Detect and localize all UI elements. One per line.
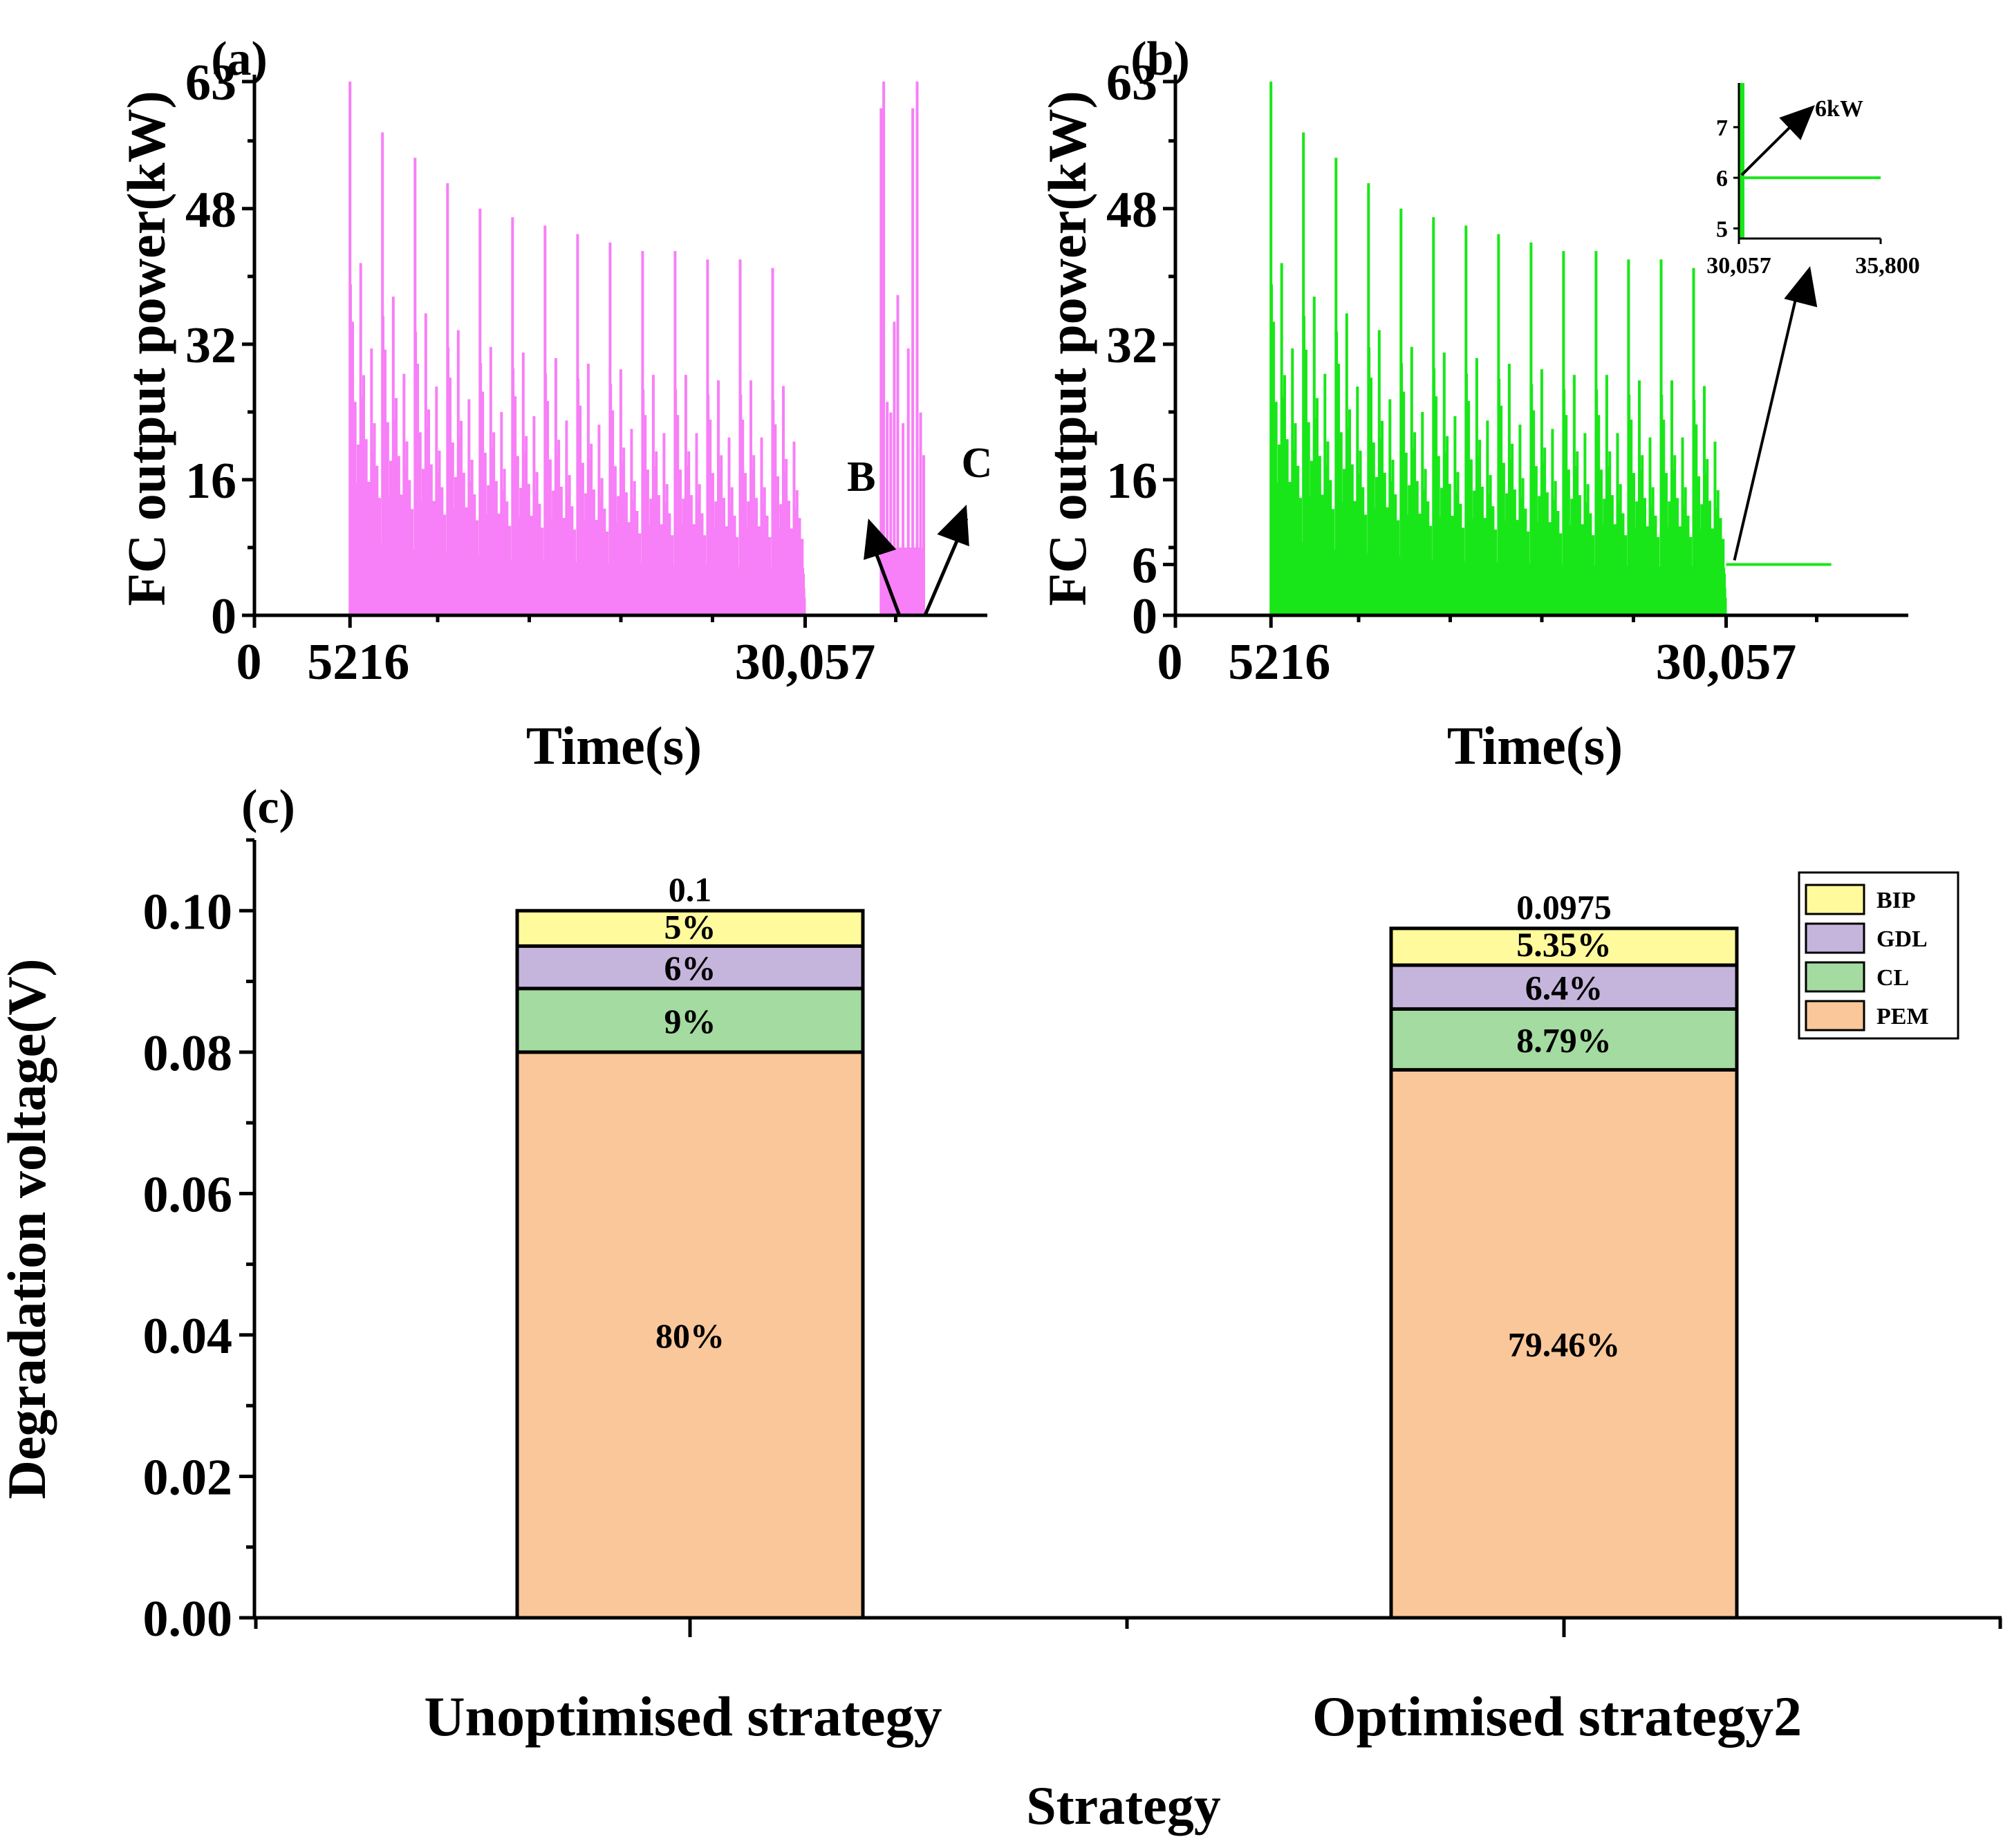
panel-b-inset-annotation: 6kW [1815,96,1863,122]
panel-b-y-tick-label: 48 [1106,182,1157,239]
panel-a-y-tick-label: 0 [211,588,236,645]
panel-c-y-tick-label: 0.02 [143,1449,233,1506]
panel-b-zoom-arrow [1733,290,1799,561]
panel-a-annotation-arrowhead-b [864,519,897,560]
panel-b-y-tick-label: 32 [1106,317,1157,374]
panel-c-x-axis-title: Strategy [1026,1775,1221,1836]
legend-swatch-cl [1805,961,1865,993]
panel-c-degradation-voltage: 80% 9% 6%5%0.1 Unoptimised strategy 79.46% 8.… [0,781,2002,1836]
panel-a-annotation-c: C [962,440,993,487]
bar-segment-label-bip: 5.35% [1516,925,1612,964]
panel-b-inset-annotation-arrowhead [1779,105,1815,140]
panel-a-annotation-b: B [847,454,875,501]
panel-b-y-tick-label: 63 [1106,55,1157,111]
legend-label-pem: PEM [1876,1004,1929,1029]
bar-segment-cl [1389,1007,1739,1072]
legend-swatch-bip [1805,884,1865,915]
panel-c-y-axis-title: Degradation voltage(V) [0,958,57,1499]
legend: BIP GDL CL PEM [1798,871,1959,1040]
panel-a-annotation-arrowhead-c [937,505,969,547]
panel-c-label: (c) [241,781,295,834]
panel-b-y-tick-label: 16 [1106,453,1157,510]
panel-a-x-axis-title: Time(s) [526,716,702,776]
legend-swatch-pem [1805,1000,1865,1032]
bar-total-label: 0.1 [669,870,712,908]
panel-b-inset-y-tick-label: 5 [1716,216,1728,242]
panel-a-y-tick-label: 32 [185,317,236,374]
panel-b-x-tick-label: 30,057 [1656,634,1797,691]
panel-a-power-series [348,82,925,615]
legend-label-gdl: GDL [1876,926,1928,952]
category-label: Unoptimised strategy [424,1685,942,1748]
panel-a-x-tick-label: 30,057 [735,634,876,691]
legend-label-bip: BIP [1876,888,1916,913]
legend-label-cl: CL [1876,965,1909,991]
panel-a-fc-power-unoptimised: 0 16 32 48 63 0 5216 30,057 FC output power(kW) T… [116,32,992,776]
bar-segment-label-cl: 9% [664,1002,716,1040]
bar-segment-label-pem: 79.46% [1508,1325,1621,1364]
panel-b-inset-x-tick-label: 35,800 [1855,253,1920,279]
panel-b-x-tick-label: 0 [1157,634,1183,691]
panel-b-power-spikes [1269,82,1727,615]
panel-b-y-axis-title: FC output power(kW) [1037,91,1097,606]
bar-segment-cl [515,987,865,1054]
panel-b-inset-y-tick-label: 6 [1716,166,1728,192]
bar-segment-label-pem: 80% [655,1316,725,1355]
panel-c-y-tick-label: 0.10 [143,884,233,940]
panel-a-x-tick-label: 5216 [307,634,409,691]
panel-c-y-tick-label: 0.04 [143,1308,233,1365]
panel-c-y-tick-label: 0.08 [143,1025,233,1082]
panel-b-y-tick-label: 6 [1132,537,1157,594]
panel-a-label: (a) [211,32,268,86]
panel-b-inset-y-tick-label: 7 [1716,115,1728,141]
bar-segment-label-gdl: 6% [664,949,716,987]
panel-a-power-spikes [348,82,925,615]
category-label: Optimised strategy2 [1312,1685,1802,1748]
panel-b-x-tick-label: 5216 [1228,634,1330,691]
panel-b-x-axis-title: Time(s) [1447,716,1623,776]
panel-b-inset: 5 6 7 30,057 35,800 6kW [1706,83,1920,279]
panel-a-y-tick-label: 63 [185,55,236,111]
bar-segment-bip [1389,926,1739,967]
panel-b-power-series [1269,82,1832,615]
legend-swatch-gdl [1805,922,1865,954]
panel-a-y-tick-label: 16 [185,453,236,510]
panel-c-y-tick-label: 0.00 [143,1591,233,1648]
panel-b-zoom-arrowhead [1784,266,1818,308]
panel-a-x-tick-label: 0 [236,634,262,691]
panel-b-y-tick-label: 0 [1132,588,1157,645]
panel-b-inset-power-band [1739,83,1744,239]
bar-segment-label-bip: 5% [664,907,716,946]
panel-b-label: (b) [1130,32,1190,86]
bar-segment-bip [515,908,865,948]
bar-segment-label-gdl: 6.4% [1525,969,1603,1007]
panel-a-y-tick-label: 48 [185,182,236,239]
bar-total-label: 0.0975 [1516,888,1612,926]
panel-b-inset-x-tick-label: 30,057 [1706,253,1771,279]
panel-c-y-tick-label: 0.06 [143,1166,233,1223]
panel-a-y-axis-title: FC output power(kW) [116,91,176,606]
bar-segment-label-cl: 8.79% [1516,1020,1612,1059]
bar-segment-pem [515,1050,865,1620]
